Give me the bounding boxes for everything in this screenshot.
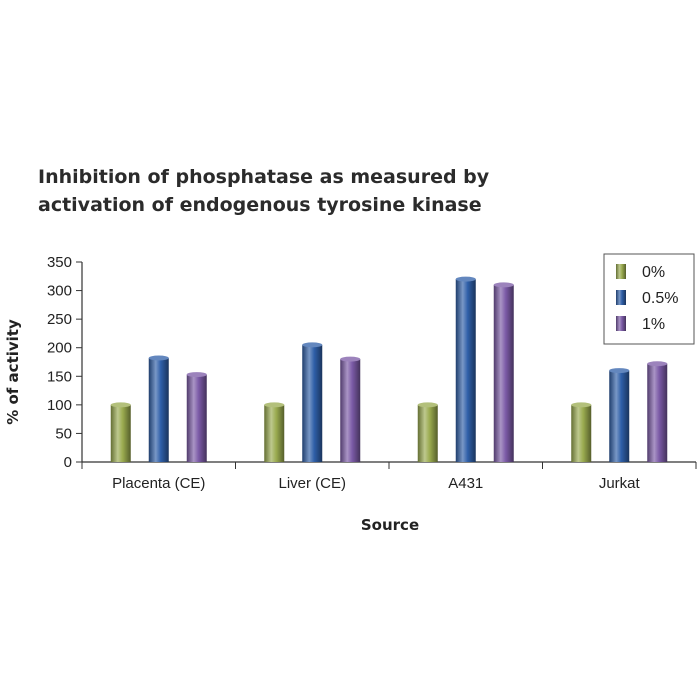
y-tick-label: 200 xyxy=(47,340,72,357)
bar-top xyxy=(110,402,131,408)
bar xyxy=(148,355,169,462)
legend: 0% 0.5% 1% xyxy=(603,253,695,345)
bar xyxy=(455,276,476,462)
legend-label: 1% xyxy=(642,316,665,333)
bar-top xyxy=(647,361,668,367)
bar-top xyxy=(571,402,592,408)
bar xyxy=(186,372,207,462)
bar-body xyxy=(647,363,668,462)
y-axis: 0 50 100 150 200 250 300 350 xyxy=(47,254,83,471)
bar-body xyxy=(417,404,438,462)
legend-swatch xyxy=(616,316,626,331)
bars xyxy=(110,276,668,462)
bar-body xyxy=(609,370,630,462)
bar xyxy=(110,402,131,462)
bar-body xyxy=(455,279,476,462)
bar xyxy=(609,368,630,462)
x-tick-label: A431 xyxy=(448,475,483,492)
chart-title-line-1: Inhibition of phosphatase as measured by xyxy=(38,166,490,188)
bar-body xyxy=(264,404,285,462)
bar-top xyxy=(302,342,323,348)
bar xyxy=(264,402,285,462)
y-tick-label: 350 xyxy=(47,254,72,271)
bar xyxy=(493,282,514,462)
x-tick-label: Jurkat xyxy=(599,475,641,492)
chart-title: Inhibition of phosphatase as measured by… xyxy=(38,163,678,219)
bar-top xyxy=(493,282,514,288)
bar xyxy=(340,356,361,462)
bar-body xyxy=(493,284,514,462)
y-tick-label: 0 xyxy=(64,454,72,471)
x-axis: Placenta (CE) Liver (CE) A431 Jurkat xyxy=(81,461,697,492)
bar-top xyxy=(148,355,169,361)
bar xyxy=(302,342,323,462)
legend-swatch xyxy=(616,264,626,279)
y-axis-title: % of activity xyxy=(4,319,22,425)
bar-top xyxy=(340,356,361,362)
bar-body xyxy=(571,404,592,462)
bar xyxy=(647,361,668,462)
bar-top xyxy=(186,372,207,378)
y-tick-label: 50 xyxy=(55,425,72,442)
bar-body xyxy=(302,344,323,462)
bar-top xyxy=(609,368,630,374)
bar xyxy=(417,402,438,462)
y-tick-label: 100 xyxy=(47,397,72,414)
bar-top xyxy=(264,402,285,408)
legend-label: 0.5% xyxy=(642,290,678,307)
bar-body xyxy=(148,358,169,462)
bar-body xyxy=(110,404,131,462)
x-tick-label: Placenta (CE) xyxy=(112,475,205,492)
legend-swatch xyxy=(616,290,626,305)
y-tick-label: 300 xyxy=(47,283,72,300)
bar-body xyxy=(186,374,207,462)
bar-body xyxy=(340,359,361,462)
bar-top xyxy=(417,402,438,408)
x-axis-title: Source xyxy=(361,516,419,534)
y-tick-label: 250 xyxy=(47,311,72,328)
x-tick-label: Liver (CE) xyxy=(278,475,346,492)
bar-top xyxy=(455,276,476,282)
bar xyxy=(571,402,592,462)
chart-title-line-2: activation of endogenous tyrosine kinase xyxy=(38,194,482,216)
legend-label: 0% xyxy=(642,264,665,281)
y-tick-label: 150 xyxy=(47,368,72,385)
